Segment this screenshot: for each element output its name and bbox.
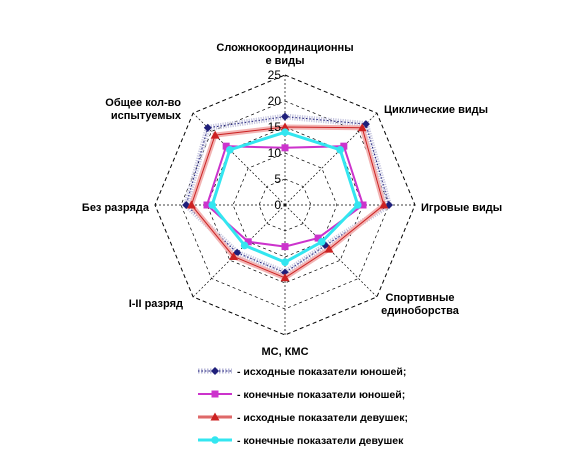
tick-label-5: 5 [274, 172, 281, 186]
point-s1-5 [244, 238, 252, 246]
legend-marker-0 [211, 367, 219, 375]
tick-label-15: 15 [268, 120, 282, 134]
legend-item-3: - конечные показатели девушек [198, 435, 404, 447]
point-s3-4 [281, 258, 289, 267]
category-label-4: МС, КМС [261, 346, 308, 358]
axis-labels: Сложнокоординационны е виды Циклические ви… [82, 42, 502, 358]
category-label-3: Спортивные единоборства [381, 292, 460, 317]
series-1 [203, 142, 367, 251]
category-label-1: Циклические виды [384, 104, 488, 116]
point-s3-0 [281, 128, 289, 136]
series-3 [208, 128, 362, 267]
point-s1-0 [281, 144, 289, 152]
point-s1-1 [340, 142, 348, 150]
point-s1-3 [314, 234, 322, 242]
legend-label-1: - конечные показатели юношей; [237, 389, 405, 401]
category-label-7: Общее кол-во испытуемых [105, 97, 182, 122]
legend-item-2: - исходные показатели девушек; [198, 412, 408, 424]
point-s0-7 [203, 123, 212, 132]
tick-label-20: 20 [268, 94, 282, 108]
series-2 [186, 122, 389, 282]
grid-ring-15 [206, 126, 364, 284]
category-label-0: Сложнокоординационны е виды [216, 42, 353, 67]
legend-item-0: - исходные показатели юношей; [198, 366, 406, 378]
point-s2-2 [379, 200, 389, 209]
point-s2-6 [186, 200, 196, 209]
point-s3-3 [317, 237, 326, 246]
tick-label-10: 10 [268, 146, 282, 160]
tick-label-0: 0 [274, 198, 281, 212]
legend-label-3: - конечные показатели девушек [237, 435, 404, 447]
grid-ring-10 [232, 152, 338, 258]
point-s3-5 [240, 241, 249, 250]
category-label-5: I-II разряд [129, 298, 183, 310]
point-s2-1 [357, 123, 367, 132]
point-s3-1 [336, 146, 344, 154]
category-label-2: Игровые виды [421, 202, 502, 214]
point-s2-3 [324, 244, 334, 253]
legend-label-0: - исходные показатели юношей; [237, 366, 406, 378]
point-s2-7 [210, 130, 220, 139]
series-line-0 [185, 116, 390, 274]
point-s2-0 [280, 122, 290, 131]
category-label-6: Без разряда [82, 202, 150, 214]
series-layer [182, 112, 393, 282]
legend-marker-2 [210, 412, 220, 421]
point-s3-6 [208, 201, 216, 209]
legend: - исходные показатели юношей; - конечные … [198, 366, 408, 447]
point-s2-4 [280, 273, 290, 282]
point-s2-5 [229, 251, 239, 260]
point-s0-0 [281, 112, 289, 121]
point-s3-7 [226, 146, 234, 154]
point-s1-4 [281, 243, 289, 251]
legend-item-1: - конечные показатели юношей; [198, 389, 405, 401]
tick-labels: 0 5 10 15 20 25 [268, 68, 282, 212]
point-s1-6 [203, 201, 211, 209]
tick-label-25: 25 [268, 68, 282, 82]
legend-label-2: - исходные показатели девушек; [237, 412, 408, 424]
point-s3-2 [354, 201, 362, 209]
point-s1-2 [359, 201, 367, 209]
legend-marker-3 [211, 436, 219, 444]
legend-marker-1 [211, 390, 219, 398]
point-s1-7 [222, 142, 230, 150]
